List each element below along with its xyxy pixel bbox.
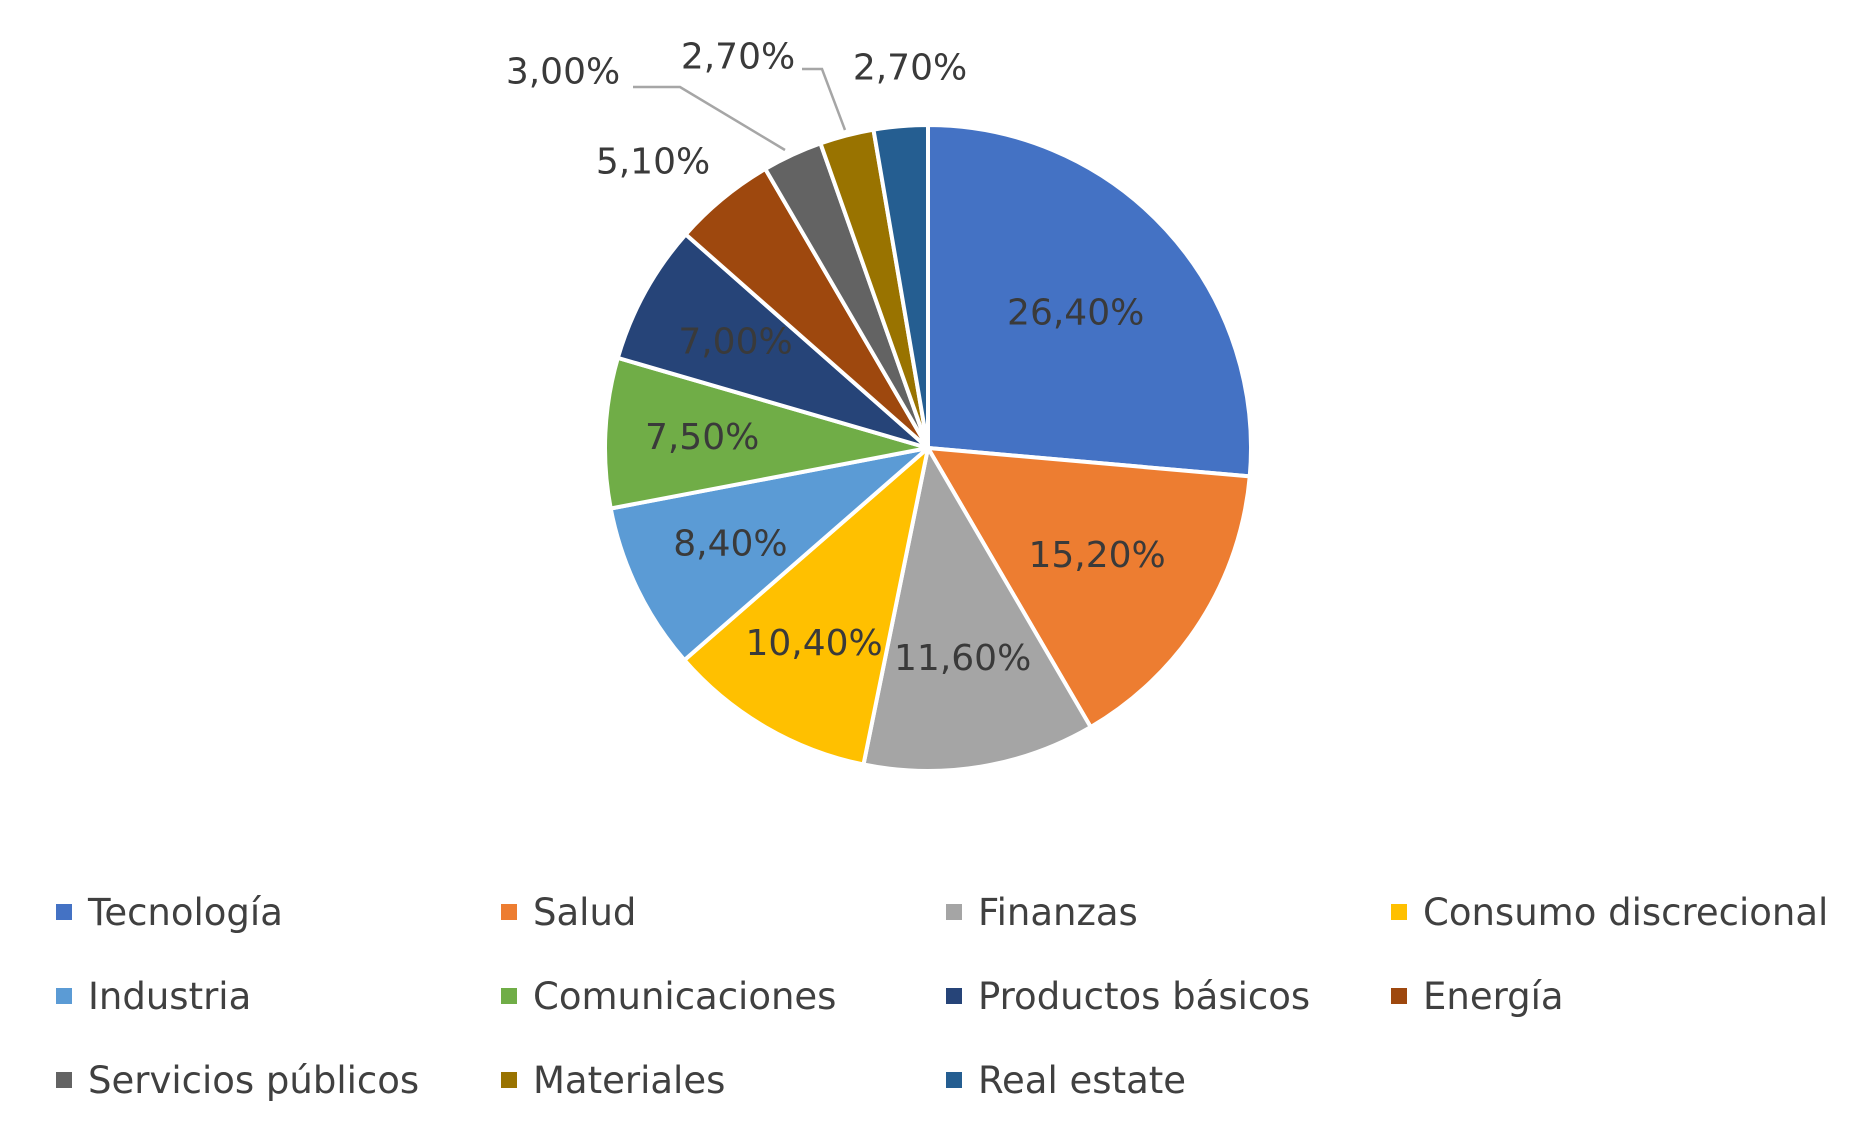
legend-item-9: Servicios públicos — [56, 1058, 501, 1102]
legend-swatch — [1391, 904, 1407, 920]
legend-swatch — [56, 904, 72, 920]
legend-swatch — [946, 988, 962, 1004]
legend-label: Consumo discrecional — [1423, 890, 1829, 934]
legend-item-4: Consumo discrecional — [1391, 890, 1836, 934]
legend-item-2: Salud — [501, 890, 946, 934]
pie-slice-6 — [603, 355, 930, 511]
legend-item-11: Real estate — [946, 1058, 1391, 1102]
legend-item-1: Tecnología — [56, 890, 501, 934]
legend-item-6: Comunicaciones — [501, 974, 946, 1018]
legend-item-5: Industria — [56, 974, 501, 1018]
pie-slice-1 — [926, 123, 1253, 479]
data-labels-layer: 26,40% 15,20% 11,60% 10,40% 8,40% 7,50% 7,00% 5… — [506, 37, 1166, 679]
legend-item-8: Energía — [1391, 974, 1836, 1018]
data-label-9: 3,00% — [506, 52, 620, 93]
legend-label: Real estate — [978, 1058, 1187, 1102]
data-label-1: 26,40% — [1007, 292, 1144, 333]
legend-swatch — [56, 1072, 72, 1088]
data-label-11: 2,70% — [853, 48, 967, 89]
legend-swatch — [946, 904, 962, 920]
data-label-6: 7,50% — [645, 417, 759, 458]
data-label-8: 5,10% — [596, 142, 710, 183]
data-label-5: 8,40% — [673, 524, 787, 565]
pie-slice-5 — [608, 446, 930, 663]
slices-layer — [603, 123, 1253, 773]
legend-label: Productos básicos — [978, 974, 1311, 1018]
data-label-7: 7,00% — [678, 322, 792, 363]
legend-label: Tecnología — [88, 890, 283, 934]
legend-swatch — [56, 988, 72, 1004]
data-label-3: 11,60% — [894, 638, 1031, 679]
leader-line-10 — [802, 67, 847, 131]
pie-slice-4 — [682, 446, 930, 767]
pie-chart: 26,40% 15,20% 11,60% 10,40% 8,40% 7,50% 7,00% 5… — [506, 37, 1253, 773]
pie-slice-7 — [615, 232, 930, 450]
leader-lines-layer — [633, 67, 847, 152]
legend-swatch — [1391, 988, 1407, 1004]
legend-label: Salud — [533, 890, 637, 934]
legend-label: Industria — [88, 974, 252, 1018]
legend-swatch — [501, 904, 517, 920]
legend-label: Servicios públicos — [88, 1058, 420, 1102]
legend-swatch — [946, 1072, 962, 1088]
legend-item-7: Productos básicos — [946, 974, 1391, 1018]
pie-chart-svg: 26,40% 15,20% 11,60% 10,40% 8,40% 7,50% 7,00% 5… — [506, 37, 1253, 773]
chart-legend: Tecnología Salud Finanzas Consumo discrecio… — [56, 890, 1836, 1102]
pie-slice-2 — [926, 446, 1252, 730]
data-label-2: 15,20% — [1028, 535, 1165, 576]
legend-label: Energía — [1423, 974, 1564, 1018]
pie-slice-11 — [871, 123, 930, 450]
legend-item-3: Finanzas — [946, 890, 1391, 934]
data-label-10: 2,70% — [681, 37, 795, 78]
legend-label: Finanzas — [978, 890, 1138, 934]
pie-slice-3 — [861, 446, 1093, 773]
legend-label: Comunicaciones — [533, 974, 837, 1018]
legend-swatch — [501, 988, 517, 1004]
data-label-4: 10,40% — [745, 623, 882, 664]
leader-line-9 — [633, 85, 786, 152]
legend-item-10: Materiales — [501, 1058, 946, 1102]
legend-swatch — [501, 1072, 517, 1088]
legend-label: Materiales — [533, 1058, 726, 1102]
